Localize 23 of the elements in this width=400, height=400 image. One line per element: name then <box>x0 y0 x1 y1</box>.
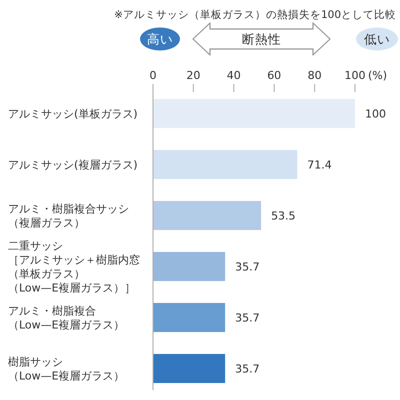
x-tick-label: 20 <box>186 69 200 82</box>
y-tick-label: アルミサッシ(単板ガラス) <box>8 108 138 120</box>
text: 低い <box>364 32 390 46</box>
title: ※アルミサッシ（単板ガラス）の熱損失を100として比較 <box>114 9 396 21</box>
data-label: 35.7 <box>235 260 260 274</box>
x-tick-label: 40 <box>226 69 241 82</box>
xlabel: (%) <box>368 69 388 82</box>
y-tick-label: アルミ・樹脂複合（Low—E複層ガラス） <box>8 304 125 332</box>
data-label: 53.5 <box>271 210 296 222</box>
text: 断熱性 <box>242 32 281 46</box>
data-label: 35.7 <box>235 312 260 324</box>
x-tick-label: 60 <box>267 69 282 82</box>
y-tick-label: アルミ・樹脂複合サッシ（複層ガラス） <box>8 202 129 230</box>
text: 高い <box>147 32 173 46</box>
data-label: 35.7 <box>235 362 260 376</box>
x-tick-label: 80 <box>308 69 322 82</box>
x-tick-label: 0 <box>150 69 156 82</box>
data-label: 100 <box>365 108 386 120</box>
y-tick-label: 樹脂サッシ（Low—E複層ガラス） <box>8 356 125 382</box>
y-tick-label: 二重サッシ［アルミサッシ＋樹脂内窓（単板ガラス）（Low—E複層ガラス）］ <box>8 240 140 294</box>
data-label: 71.4 <box>307 158 332 172</box>
x-tick-label: 100 <box>344 69 366 82</box>
y-tick-label: アルミサッシ(複層ガラス) <box>8 158 138 172</box>
